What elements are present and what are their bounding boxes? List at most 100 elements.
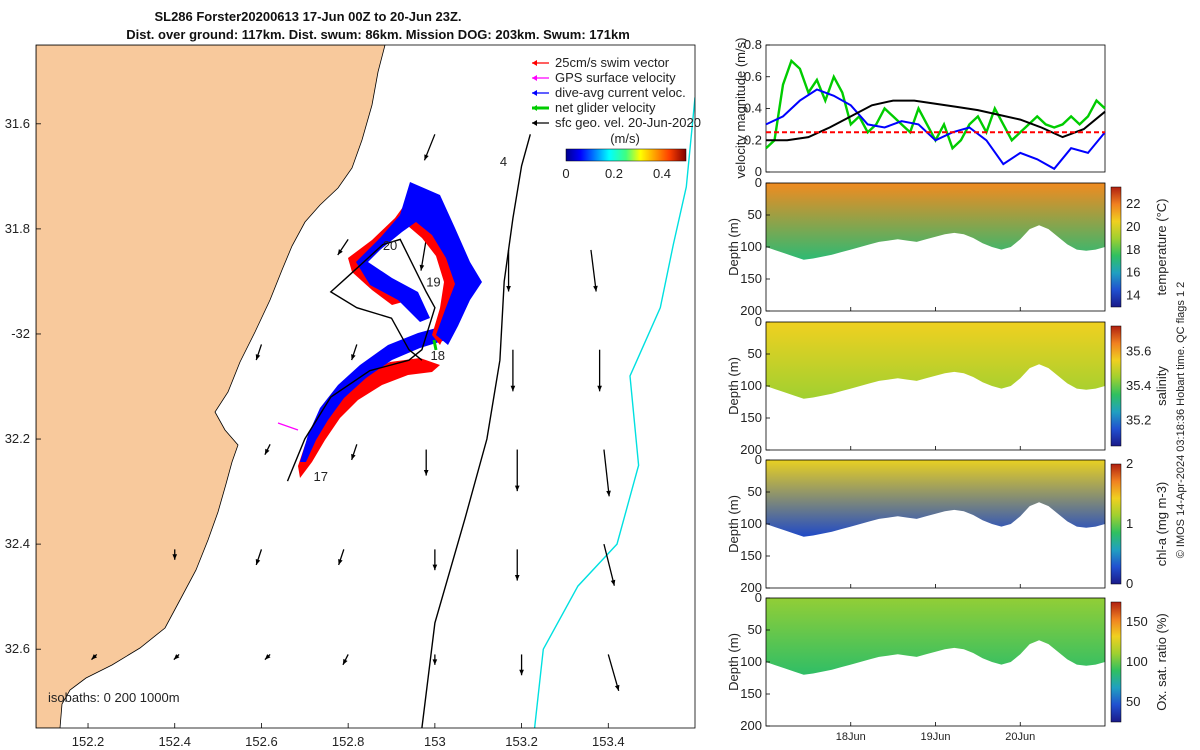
credit-line: © IMOS 14-Apr-2024 03:18:36 Hobart time.… [1175, 282, 1187, 559]
velocity-ylabel: velocity magnitude (m/s) [733, 38, 748, 179]
map-y-tick-label: 32.6 [5, 641, 30, 656]
section-y-tick-label: 150 [740, 686, 762, 701]
current-arrow-head [432, 564, 438, 571]
current-arrow [607, 654, 620, 692]
section-colorbar [1110, 601, 1122, 723]
current-arrow-head [91, 654, 98, 660]
current-arrow-head [424, 154, 429, 161]
current-arrow [603, 449, 611, 497]
map-y-tick-label: 32.2 [5, 431, 30, 446]
legend-label: dive-avg current veloc. [555, 85, 686, 100]
section-ylabel: Depth (m) [726, 357, 741, 415]
section-temperature-section: 0 50 100 150 200 Depth (m) 14 16 18 20 22 temperatu… [726, 175, 1169, 318]
map-x-tick-label: 153 [424, 734, 446, 749]
current-arrow-head [593, 285, 598, 292]
map-colorbar-tick: 0.2 [605, 166, 623, 181]
section-colorbar-tick: 2 [1126, 456, 1133, 471]
time-axis-label: 18Jun [836, 731, 866, 743]
velocity-y-tick-label: 0 [755, 164, 762, 179]
map-x-ticks: 152.2 152.4 152.6 152.8 153 153.2 153.4 [72, 723, 625, 749]
current-arrow-shaft [603, 449, 610, 497]
current-ribbon-north [356, 182, 482, 345]
map-y-tick-label: 31.8 [5, 221, 30, 236]
section-y-tick-label: 150 [740, 548, 762, 563]
map-y-ticks: 31.6 31.8 -32 32.2 32.4 32.6 [5, 116, 41, 656]
current-arrow-head [264, 448, 270, 455]
section-chlorophyll-section: 0 50 100 150 200 Depth (m) 0 1 2 chl-a (mg m-3) [726, 452, 1169, 595]
section-data-field [766, 460, 1105, 537]
section-data-field [766, 183, 1105, 260]
velocity-series-line [766, 99, 1106, 142]
legend-swatch-head [532, 105, 537, 111]
legend-label: 25cm/s swim vector [555, 55, 670, 70]
map-x-tick-label: 152.6 [245, 734, 278, 749]
legend-swatch-head [532, 60, 537, 66]
current-arrow-head [351, 354, 356, 361]
section-y-tick-label: 100 [740, 239, 762, 254]
map-colorbar-tick: 0.4 [653, 166, 671, 181]
velocity-y-tick-label: 0.4 [744, 101, 762, 116]
section-colorbar [1110, 186, 1122, 308]
section-colorbar-tick: 150 [1126, 614, 1148, 629]
current-arrow-head [506, 285, 511, 292]
legend-label: sfc geo. vel. 20-Jun-2020 [555, 115, 701, 130]
current-arrow [351, 344, 358, 361]
map-x-tick-label: 153.4 [592, 734, 625, 749]
map-y-tick-label: -32 [11, 326, 30, 341]
current-arrow [173, 653, 180, 661]
current-arrow [172, 549, 178, 560]
current-arrow [510, 349, 516, 392]
current-arrow-head [423, 470, 429, 476]
glider-vector-ribbons [298, 182, 482, 478]
current-arrow [423, 134, 436, 161]
section-y-tick-label: 100 [740, 378, 762, 393]
figure-title-line1: SL286 Forster20200613 17-Jun 00Z to 20-J… [154, 9, 461, 24]
current-arrow-head [610, 579, 616, 586]
map-x-tick-label: 153.2 [505, 734, 538, 749]
map-y-tick-label: 32.4 [5, 536, 30, 551]
current-arrow-head [597, 385, 602, 392]
day-label: 18 [431, 348, 445, 363]
current-ribbon [300, 327, 446, 462]
map-colorbar-tick: 0 [562, 166, 569, 181]
net-glider-velocity-arrow [432, 339, 438, 351]
current-arrow-head [514, 485, 520, 492]
current-arrow-head [172, 554, 178, 560]
current-arrow [432, 549, 438, 571]
map-colorbar: (m/s) 0 0.2 0.4 [562, 131, 687, 181]
current-arrow-head [338, 558, 343, 565]
current-arrow [506, 249, 511, 292]
current-arrow [255, 549, 263, 566]
section-colorbar-tick: 14 [1126, 288, 1140, 303]
legend-swatch-head [532, 75, 537, 81]
section-y-tick-label: 50 [748, 346, 762, 361]
section-y-tick-label: 150 [740, 271, 762, 286]
current-arrow-head [255, 558, 261, 565]
current-arrow-head [606, 490, 611, 497]
section-salinity-section: 0 50 100 150 200 Depth (m) 35.2 35.4 35.6salinit… [726, 314, 1169, 457]
current-arrow [519, 654, 524, 676]
velocity-y-tick-label: 0.8 [744, 37, 762, 52]
section-colorbar-tick: 0 [1126, 576, 1133, 591]
current-arrow [597, 349, 602, 392]
time-axis-label: 20Jun [1005, 731, 1035, 743]
section-oxygen-saturation-section: 0 50 100 150 200 Depth (m) 50 100 150 Ox. sat. ra… [726, 590, 1169, 733]
current-arrow-head [255, 354, 261, 361]
velocity-axes [765, 44, 1106, 173]
current-arrow [264, 653, 271, 661]
current-arrow [91, 653, 98, 661]
current-arrow-head [432, 659, 438, 665]
current-arrow [255, 344, 263, 361]
map-colorbar-label: (m/s) [610, 131, 640, 146]
section-y-tick-label: 0 [755, 314, 762, 329]
section-y-tick-label: 150 [740, 410, 762, 425]
section-colorbar-tick: 1 [1126, 516, 1133, 531]
section-colorbar-tick: 22 [1126, 196, 1140, 211]
section-colorbar-label: salinity [1154, 366, 1169, 406]
isobath-lines [421, 97, 695, 728]
isobath-1000m-line [533, 97, 695, 728]
